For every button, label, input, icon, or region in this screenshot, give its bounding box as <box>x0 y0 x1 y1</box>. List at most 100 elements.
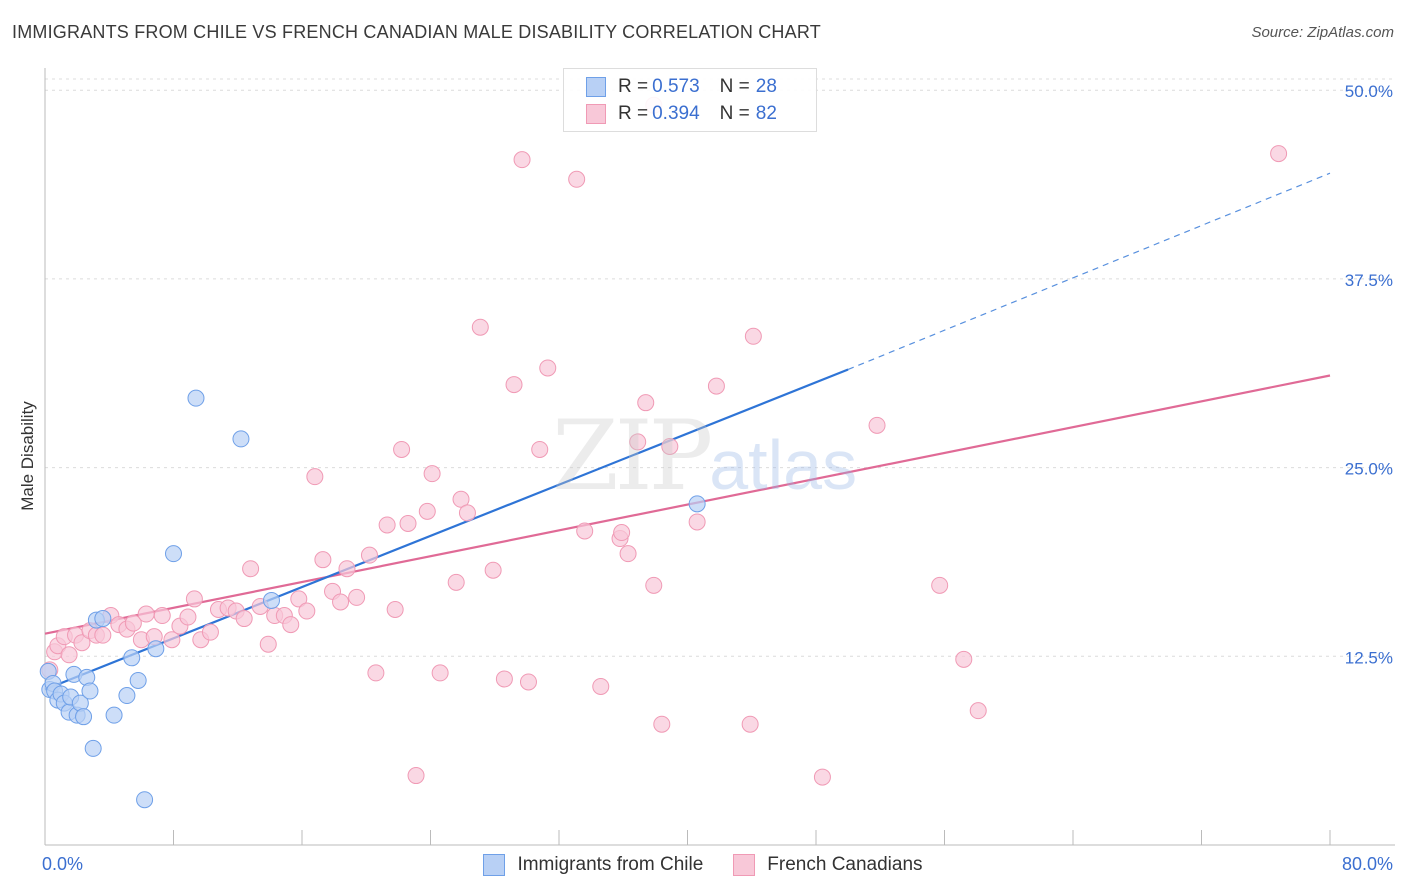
french-canadian-point <box>931 576 949 594</box>
chile-point <box>75 708 93 726</box>
chile-point <box>94 610 112 628</box>
french-canadian-point <box>744 327 762 345</box>
french-canadian-point <box>513 151 531 169</box>
legend-row-french-canadians: R = 0.394 N = 82 <box>586 101 777 127</box>
legend-row-chile: R = 0.573 N = 28 <box>586 74 777 100</box>
french-canadian-point <box>539 359 557 377</box>
legend-item-chile[interactable]: Immigrants from Chile <box>483 852 703 878</box>
french-canadian-point <box>431 664 449 682</box>
legend-label-french-canadians: French Canadians <box>767 854 923 875</box>
y-tick-label: 50.0% <box>1345 82 1393 101</box>
french-canadian-point <box>163 631 181 649</box>
french-canadian-point <box>592 677 610 695</box>
french-canadian-point <box>653 715 671 733</box>
chile-point <box>123 649 141 667</box>
french-canadian-point <box>393 440 411 458</box>
french-canadian-point <box>124 614 142 632</box>
tick-labels: 12.5% 25.0% 37.5% 50.0% 0.0% 80.0% <box>42 82 1393 874</box>
french-canadian-point <box>298 602 316 620</box>
legend-r-label: R = <box>618 76 649 97</box>
french-canadian-point <box>969 702 987 720</box>
chile-point <box>129 671 147 689</box>
french-canadian-point <box>348 588 366 606</box>
chile-point <box>136 791 154 809</box>
french-canadian-point <box>519 673 537 691</box>
french-canadian-point <box>386 601 404 618</box>
french-canadian-point <box>458 504 476 522</box>
french-canadian-point <box>531 440 549 458</box>
chile-point <box>688 495 706 513</box>
stats-legend: R = 0.573 N = 28 R = 0.394 N = 82 <box>563 68 817 132</box>
french-canadian-point <box>423 465 441 483</box>
legend-r-label: R = <box>618 103 649 124</box>
chile-point <box>165 545 182 563</box>
french-canadian-point <box>60 646 78 664</box>
french-canadian-point <box>741 715 759 733</box>
french-canadian-point <box>201 623 219 641</box>
french-canadian-point <box>314 551 332 569</box>
french-canadian-point <box>495 670 513 688</box>
french-canadian-point <box>399 514 417 532</box>
french-canadian-point <box>407 767 425 785</box>
legend-swatch-chile <box>586 77 606 97</box>
source-label: Source: ZipAtlas.com <box>1251 24 1394 41</box>
french-canadian-point <box>447 573 465 591</box>
axes <box>44 68 1395 846</box>
legend-r-value-chile: 0.573 <box>652 76 700 97</box>
chart-title: IMMIGRANTS FROM CHILE VS FRENCH CANADIAN… <box>12 22 821 42</box>
french-canadian-point <box>378 516 396 534</box>
chile-point <box>118 687 136 705</box>
chile-point <box>262 591 280 609</box>
french-canadian-point <box>813 768 831 786</box>
french-canadian-point <box>235 610 253 628</box>
legend-swatch-french-canadians <box>586 104 606 124</box>
french-canadian-point <box>955 650 973 668</box>
french-canadian-point <box>259 635 277 653</box>
french-canadian-point <box>185 590 203 608</box>
watermark-atlas: atlas <box>709 426 858 504</box>
watermark-zip: ZIP <box>552 400 713 512</box>
chile-point <box>84 739 102 757</box>
data-points <box>39 96 1288 809</box>
french-canadian-point <box>619 545 637 563</box>
french-canadian-point <box>688 513 706 531</box>
french-canadian-point <box>306 468 324 486</box>
french-canadian-point <box>137 605 155 623</box>
french-canadian-point <box>242 560 260 578</box>
y-tick-label: 12.5% <box>1345 648 1393 667</box>
legend-n-label: N = <box>719 103 750 124</box>
french-canadian-point <box>645 576 663 594</box>
french-canadian-point <box>418 502 436 520</box>
chile-point <box>81 682 99 700</box>
french-canadian-point <box>707 377 725 395</box>
series-legend: Immigrants from Chile French Canadians <box>0 852 1406 878</box>
legend-r-value-french-canadians: 0.394 <box>652 103 700 124</box>
x-tick-label-min: 0.0% <box>42 854 83 874</box>
french-canadian-point <box>505 376 523 394</box>
french-canadian-point <box>613 524 631 542</box>
french-canadian-point <box>637 394 655 412</box>
french-canadian-point <box>367 664 385 682</box>
french-canadian-point <box>568 170 586 188</box>
legend-label-chile: Immigrants from Chile <box>517 854 704 875</box>
french-canadian-point <box>179 608 197 626</box>
chile-point <box>147 640 165 658</box>
chile-point <box>105 706 123 724</box>
legend-swatch-french-canadians <box>733 854 756 876</box>
chile-point <box>232 430 250 448</box>
french-canadian-point <box>576 522 594 540</box>
french-canadian-point <box>868 416 886 434</box>
french-canadian-point <box>73 634 91 652</box>
chile-trend-extension <box>847 172 1331 371</box>
french-canadian-point <box>290 590 308 608</box>
legend-n-value-chile: 28 <box>755 76 777 97</box>
french-canadian-point <box>661 437 679 455</box>
legend-item-french-canadians[interactable]: French Canadians <box>733 852 923 878</box>
legend-n-label: N = <box>719 76 750 97</box>
french-canadian-point <box>360 546 378 564</box>
x-tick-label-max: 80.0% <box>1342 854 1393 874</box>
french-canadian-point <box>452 490 470 508</box>
french-canadian-point <box>629 433 647 451</box>
watermark: ZIPatlas <box>552 400 857 512</box>
